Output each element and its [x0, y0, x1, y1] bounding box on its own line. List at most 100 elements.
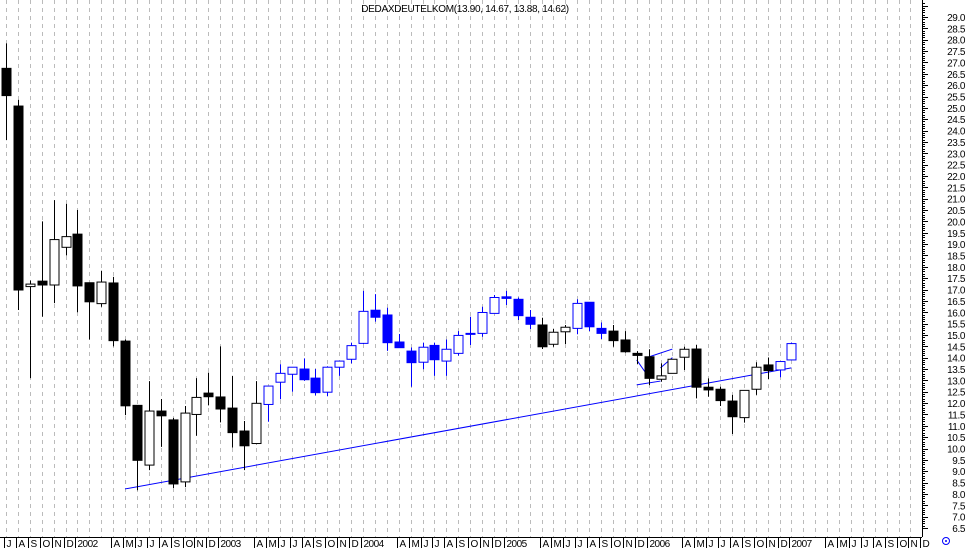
y-tick-label: 12.5	[947, 388, 966, 399]
candle	[370, 294, 381, 322]
candle-body	[132, 404, 143, 461]
candle-body	[786, 343, 797, 361]
candle	[49, 200, 60, 304]
y-tick-label: 27.5	[947, 47, 966, 58]
x-tick-label: A	[400, 539, 407, 548]
x-tick-label: D	[638, 539, 645, 548]
x-tick-label: J	[150, 539, 155, 548]
candle	[251, 381, 262, 445]
x-tick-label: J	[138, 539, 143, 548]
candle-body	[703, 386, 714, 391]
candle	[334, 360, 345, 376]
x-tick-label: M	[840, 539, 848, 548]
x-tick-label: S	[316, 539, 323, 548]
x-tick-label: 2005	[507, 539, 528, 548]
candle	[346, 342, 357, 364]
y-tick-label: 23.5	[947, 138, 966, 149]
x-tick-label: J	[281, 539, 286, 548]
y-tick-label: 7.0	[952, 513, 966, 524]
candle-body	[763, 364, 774, 372]
x-tick-label: D	[923, 539, 930, 548]
candle	[620, 331, 631, 353]
x-tick-label: A	[685, 539, 692, 548]
candle-body	[322, 366, 333, 393]
candle	[644, 349, 655, 386]
y-tick-label: 19.5	[947, 229, 966, 240]
y-tick-label: 20.0	[947, 217, 966, 228]
candle	[275, 364, 286, 400]
x-tick-label: 2002	[78, 539, 99, 548]
candle	[525, 309, 536, 330]
candle	[382, 307, 393, 351]
candle	[203, 372, 214, 406]
candle-body	[1, 67, 12, 97]
candle	[168, 417, 179, 489]
y-tick-label: 22.5	[947, 161, 966, 172]
x-tick-label: A	[19, 539, 26, 548]
x-tick-label: D	[67, 539, 74, 548]
candle	[191, 378, 202, 436]
candle	[72, 210, 83, 313]
x-tick-label: S	[31, 539, 38, 548]
y-tick-label: 8.0	[952, 490, 966, 501]
candle-body	[346, 345, 357, 360]
y-tick-label: 9.0	[952, 467, 966, 478]
x-tick-label: A	[162, 539, 169, 548]
candle	[453, 331, 464, 356]
grid	[6, 0, 911, 537]
candle-body	[263, 385, 274, 405]
y-axis: 29.028.528.027.527.026.526.025.525.024.5…	[922, 0, 966, 537]
y-tick-label: 22.0	[947, 172, 966, 183]
candle	[358, 290, 369, 345]
trendline	[124, 367, 792, 490]
y-tick-label: 13.0	[947, 376, 966, 387]
candle	[608, 324, 619, 347]
candle	[679, 346, 690, 370]
x-tick-label: D	[781, 539, 788, 548]
candle	[560, 324, 571, 345]
y-tick-label: 29.0	[947, 13, 966, 24]
candle	[418, 342, 429, 370]
candle	[37, 221, 48, 317]
y-tick-label: 8.5	[952, 479, 966, 490]
candle-body	[180, 412, 191, 483]
candle	[108, 276, 119, 347]
candle	[632, 351, 643, 365]
x-tick-label: J	[709, 539, 714, 548]
x-tick-label: O	[186, 539, 194, 548]
y-tick-label: 14.0	[947, 354, 966, 365]
y-tick-label: 23.0	[947, 149, 966, 160]
candle	[25, 280, 36, 379]
candle-body	[572, 302, 583, 329]
candle-body	[775, 361, 786, 371]
chart-title: DEDAXDEUTELKOM(13.90, 14.67, 13.88, 14.6…	[361, 4, 569, 15]
candle	[703, 378, 714, 397]
candle-body	[358, 310, 369, 344]
x-tick-label: M	[554, 539, 562, 548]
candle-body	[418, 346, 429, 363]
candles	[1, 43, 797, 491]
candle	[263, 385, 274, 422]
crosshair-circle-icon[interactable]	[942, 537, 950, 545]
x-tick-label: A	[590, 539, 597, 548]
x-tick-label: O	[900, 539, 908, 548]
candle	[132, 404, 143, 491]
candle	[120, 339, 131, 416]
candle-body	[84, 282, 95, 303]
candle-body	[632, 352, 643, 356]
x-tick-label: 2003	[221, 539, 242, 548]
x-tick-label: A	[114, 539, 121, 548]
y-tick-label: 15.0	[947, 331, 966, 342]
x-tick-label: D	[209, 539, 216, 548]
candle-body	[13, 105, 24, 291]
candle-body	[489, 296, 500, 314]
candle-body	[108, 282, 119, 342]
candle-body	[560, 326, 571, 333]
candle	[322, 366, 333, 397]
y-tick-label: 16.5	[947, 297, 966, 308]
candle	[61, 203, 72, 256]
candle	[465, 316, 476, 345]
candle	[513, 297, 524, 320]
x-tick-label: J	[7, 539, 12, 548]
